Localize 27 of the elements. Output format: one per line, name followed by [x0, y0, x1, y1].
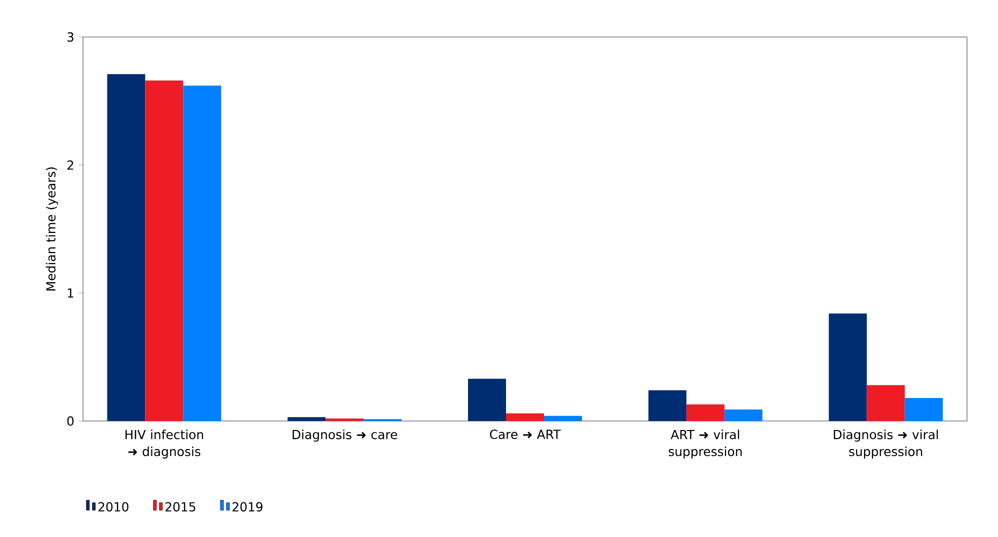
bar — [724, 409, 762, 421]
x-tick-label: HIV infection ➜ diagnosis — [126, 430, 204, 459]
bar — [288, 417, 326, 421]
bar — [828, 313, 867, 421]
bar — [183, 86, 222, 421]
x-tick-label: Diagnosis ➜ care — [292, 430, 398, 442]
x-tick-label: Diagnosis ➜ viral suppression — [834, 430, 938, 459]
legend-label: 2019 — [232, 502, 262, 512]
bar — [145, 80, 184, 421]
legend-label: 2010 — [98, 502, 128, 512]
bar — [904, 398, 943, 421]
bar — [468, 378, 506, 421]
x-tick-label: Care ➜ ART — [490, 430, 561, 440]
y-tick-label: 3 — [67, 32, 74, 42]
bar — [686, 404, 724, 421]
bar — [107, 74, 146, 421]
x-tick-label: ART ➜ viral suppression — [668, 430, 742, 459]
y-tick-label: 1 — [68, 288, 74, 298]
legend-label: 2015 — [165, 502, 196, 512]
bar — [866, 385, 905, 421]
y-tick-label: 2 — [67, 160, 74, 170]
bar — [648, 390, 686, 421]
bar — [506, 413, 544, 421]
y-tick-label: 0 — [67, 416, 74, 426]
bar — [326, 418, 364, 421]
bar — [544, 416, 582, 421]
y-axis-title: Median time (years) — [46, 167, 58, 290]
